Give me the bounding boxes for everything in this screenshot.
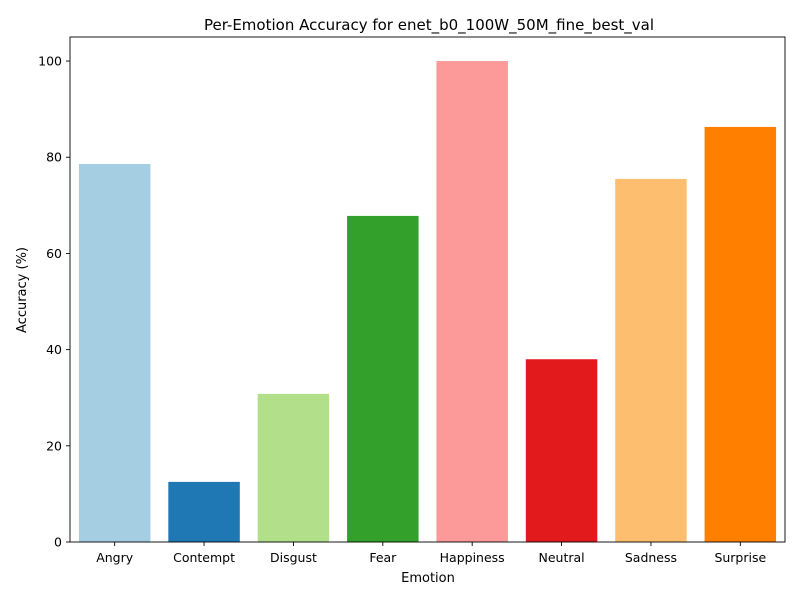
y-tick-label: 40 [46, 342, 62, 357]
y-axis-ticks: 0 20 40 60 80 100 [38, 54, 70, 550]
x-tick-label-contempt: Contempt [173, 550, 235, 565]
bar-angry [78, 163, 151, 542]
x-tick-label-surprise: Surprise [714, 550, 766, 565]
bar-sadness [615, 178, 687, 542]
y-tick-label: 60 [46, 246, 62, 261]
bar-fear [347, 215, 419, 542]
bars-group [78, 61, 777, 543]
y-tick-label: 100 [38, 54, 62, 69]
bar-surprise [704, 126, 777, 542]
y-axis-label: Accuracy (%) [15, 247, 30, 333]
x-tick-label-fear: Fear [369, 550, 397, 565]
bar-contempt [168, 481, 240, 542]
plot-area-frame [69, 36, 786, 543]
y-tick-label: 0 [54, 535, 62, 550]
x-tick-label-disgust: Disgust [270, 550, 317, 565]
x-axis-label: Emotion [401, 571, 455, 586]
x-tick-label-angry: Angry [96, 550, 134, 565]
y-tick-label: 20 [46, 438, 62, 453]
bar-happiness [436, 61, 508, 543]
x-tick-label-neutral: Neutral [538, 550, 584, 565]
x-axis-ticks: Angry Contempt Disgust Fear Happiness Neutral… [96, 542, 766, 565]
y-tick-label: 80 [46, 150, 62, 165]
bar-disgust [257, 393, 330, 542]
chart-title: Per-Emotion Accuracy for enet_b0_100W_50… [204, 16, 654, 35]
x-tick-label-happiness: Happiness [440, 550, 505, 565]
x-tick-label-sadness: Sadness [625, 550, 677, 565]
bar-neutral [525, 359, 598, 542]
